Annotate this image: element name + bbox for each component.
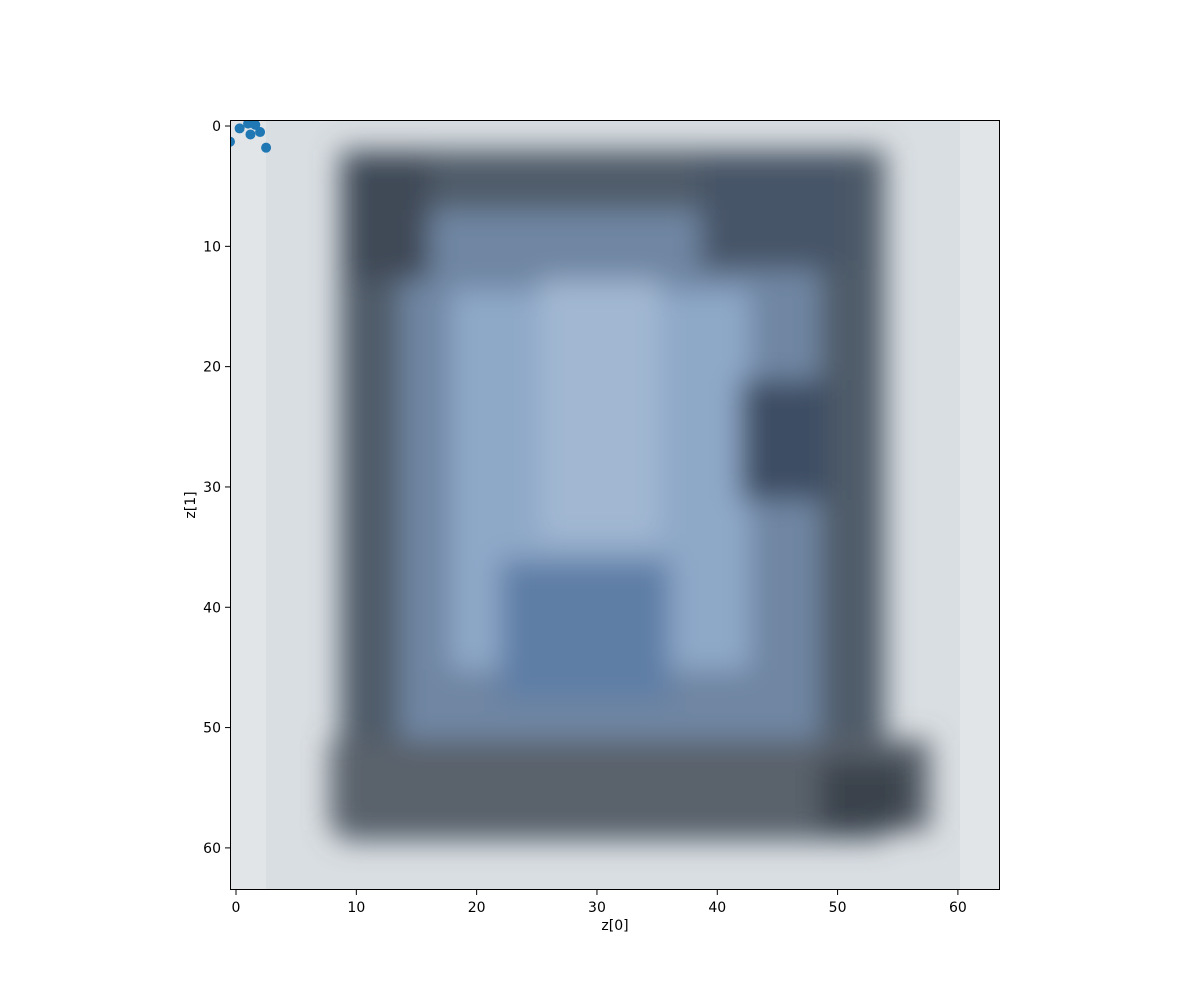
x-tick-label: 30 [588,900,606,916]
scatter-point [255,127,266,138]
x-tick-label: 10 [347,900,365,916]
axes-frame [230,120,1000,890]
scatter-point [250,120,261,130]
y-tick-label: 50 [203,721,221,737]
y-axis-label: z[1] [183,491,199,518]
y-tick-label: 60 [203,841,221,857]
y-axis-ticks: 0 10 20 30 40 50 60 [203,119,230,857]
scatter-point [230,136,235,147]
background-image [230,120,1000,890]
y-tick-label: 0 [212,119,221,135]
scatter-point [234,123,245,134]
y-tick-label: 10 [203,239,221,255]
x-tick-label: 40 [708,900,726,916]
x-tick-label: 0 [232,900,241,916]
y-tick-label: 20 [203,360,221,376]
x-tick-label: 50 [829,900,847,916]
scatter-point [245,129,256,140]
x-axis-label: z[0] [601,918,628,934]
x-tick-label: 60 [949,900,967,916]
x-tick-label: 20 [468,900,486,916]
scatter-series [230,120,272,153]
scatter-point [261,142,272,153]
y-tick-label: 30 [203,480,221,496]
y-tick-label: 40 [203,600,221,616]
x-axis-ticks: 0 10 20 30 40 50 60 [232,890,967,916]
